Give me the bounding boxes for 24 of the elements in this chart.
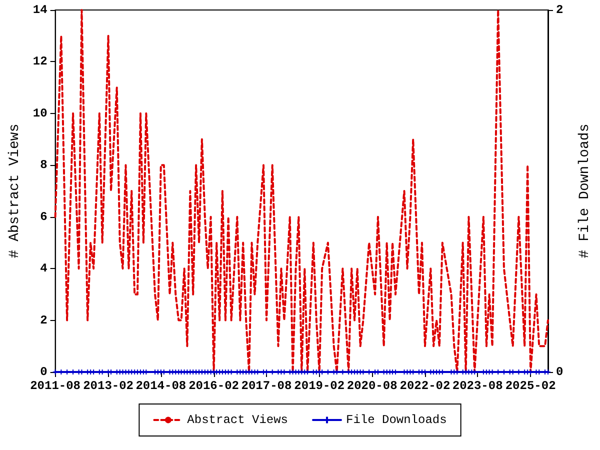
y-axis-title: # Abstract Views — [7, 124, 23, 258]
y-tick-label: 0 — [40, 365, 48, 379]
x-tick-label: 2023-08 — [452, 379, 503, 393]
x-tick-label: 2016-02 — [188, 379, 239, 393]
y-tick-label: 4 — [40, 262, 48, 276]
x-tick-label: 2020-08 — [346, 379, 398, 393]
y-tick-label: 6 — [40, 210, 48, 224]
y-tick-label: 10 — [32, 106, 48, 120]
y-tick-label: 2 — [40, 313, 48, 328]
x-tick-label: 2025-02 — [505, 379, 556, 393]
x-tick-label: 2011-08 — [30, 379, 81, 393]
y-tick-label: 8 — [40, 158, 48, 172]
x-tick-label: 2017-08 — [241, 379, 292, 393]
y-tick-label: 12 — [32, 54, 48, 69]
legend-label: Abstract Views — [187, 413, 288, 427]
x-tick-label: 2022-02 — [400, 379, 450, 393]
x-tick-label: 2014-08 — [136, 379, 186, 393]
y2-tick-label: 2 — [556, 3, 564, 17]
legend-label: File Downloads — [346, 413, 447, 427]
y2-tick-label: 0 — [556, 365, 564, 379]
y-tick-label: 14 — [32, 3, 48, 17]
y2-axis-title: # File Downloads — [577, 124, 593, 258]
x-tick-label: 2019-02 — [294, 379, 345, 393]
x-tick-label: 2013-02 — [83, 379, 134, 393]
